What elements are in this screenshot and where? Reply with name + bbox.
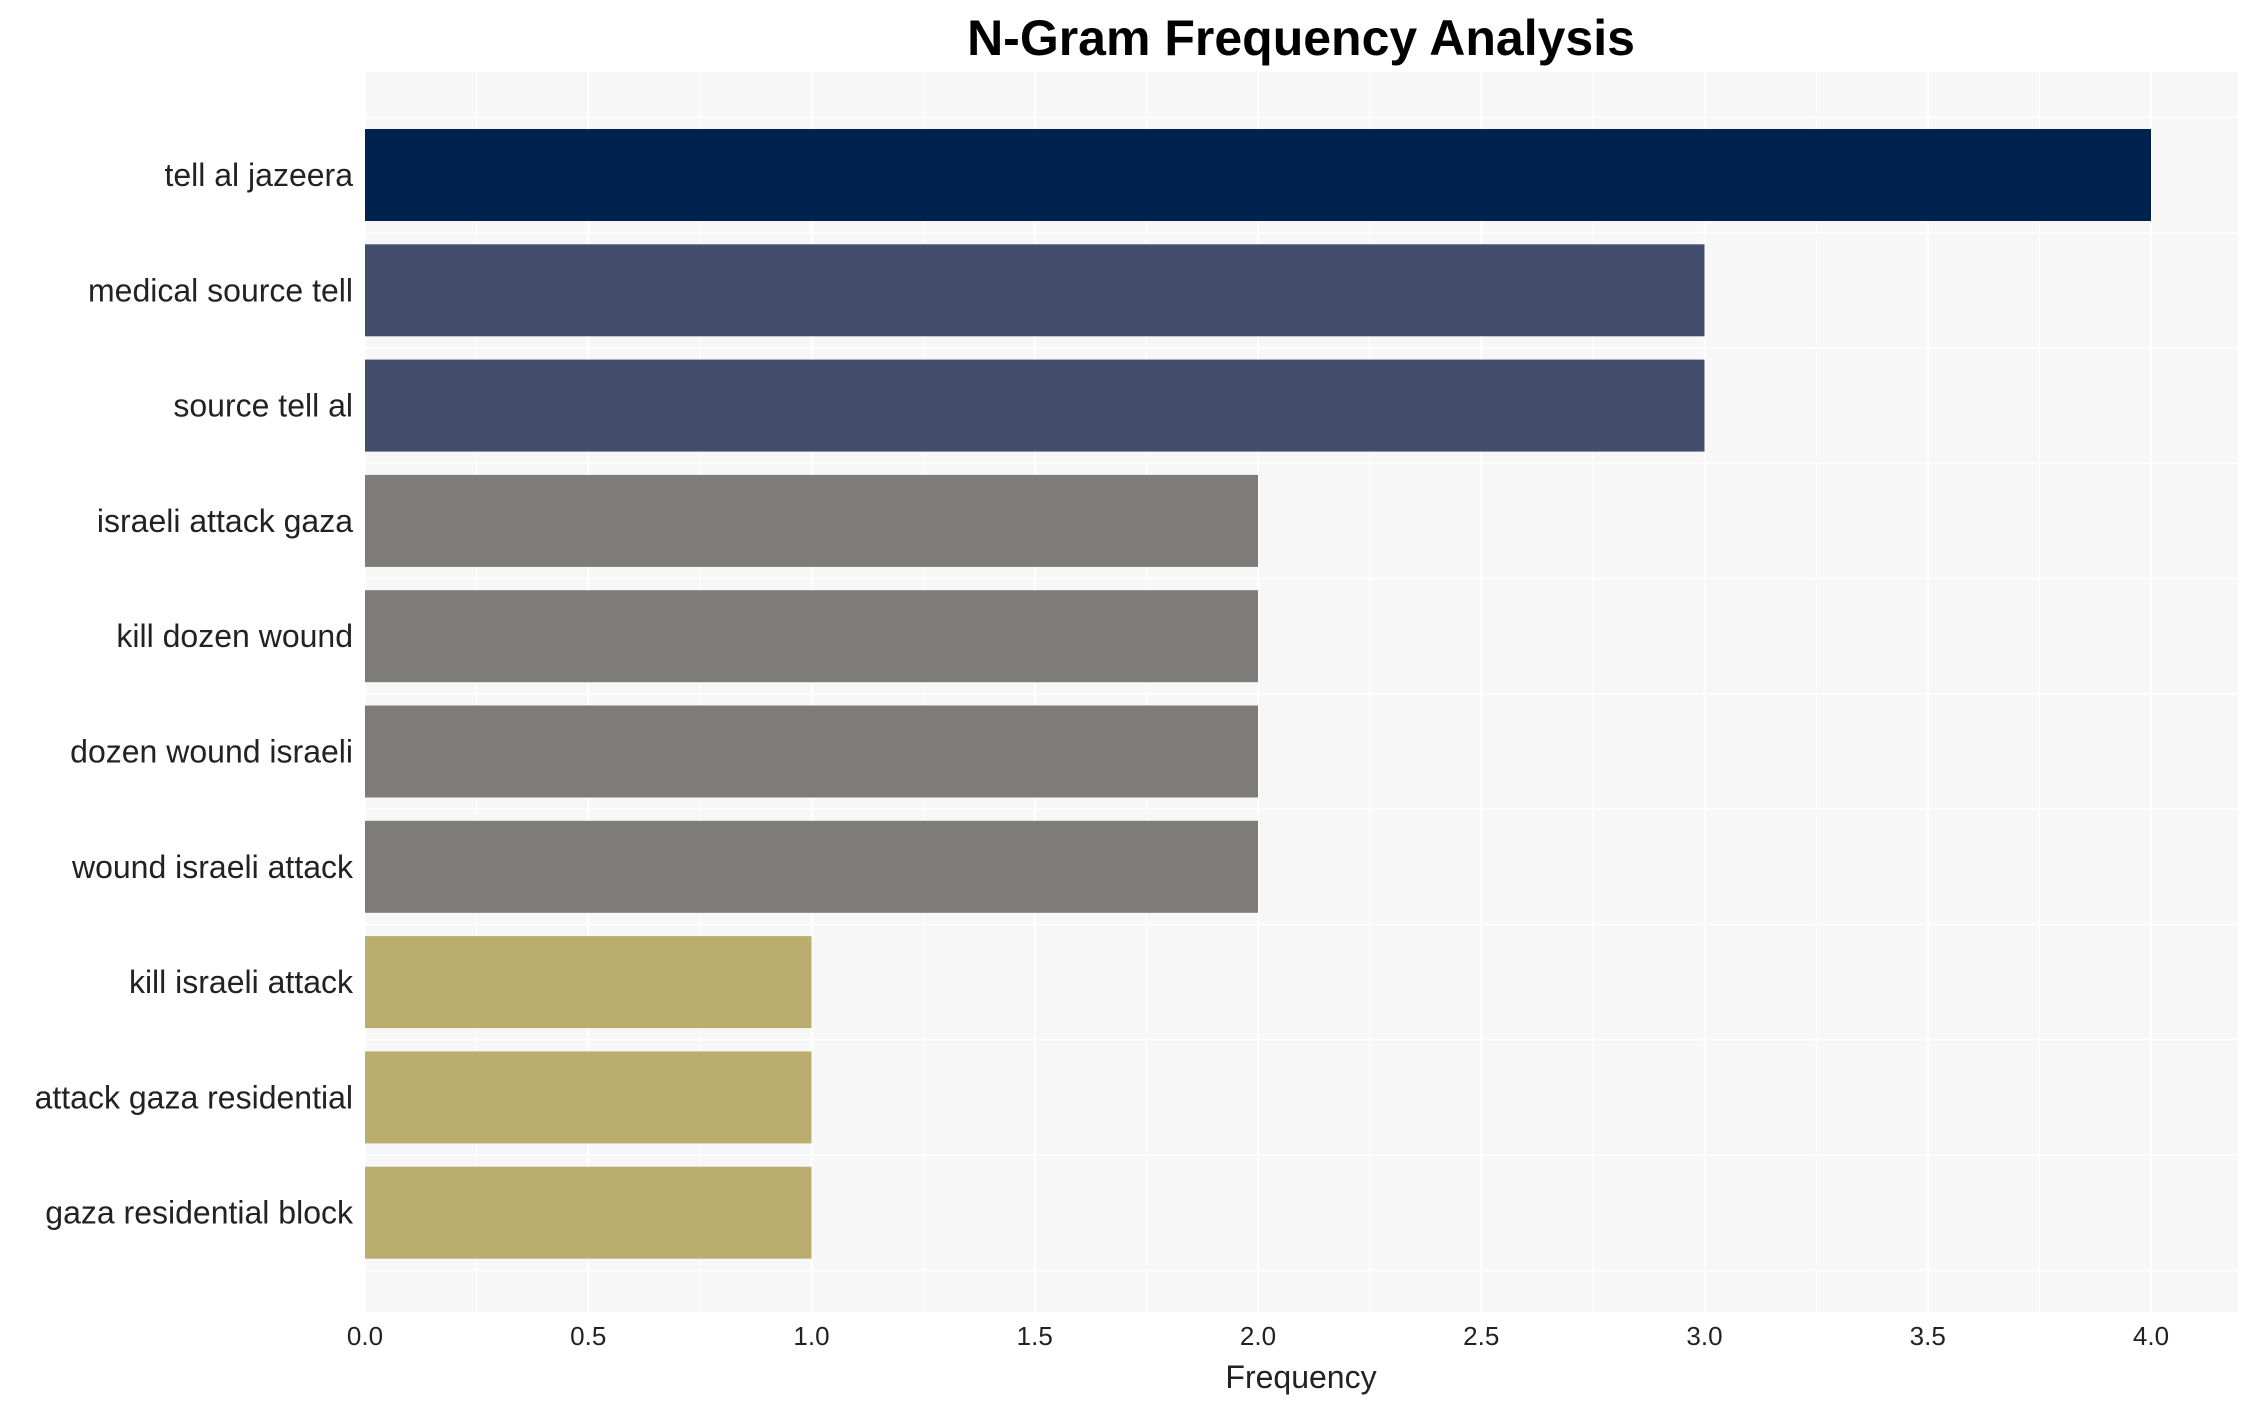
category-label: medical source tell [88,272,353,308]
bar [365,590,1258,683]
category-label: israeli attack gaza [97,503,353,539]
category-label: source tell al [173,388,353,424]
bar [365,936,812,1029]
bar [365,359,1705,452]
chart-title: N-Gram Frequency Analysis [967,10,1635,66]
x-tick-label: 1.0 [793,1321,829,1351]
x-tick-label: 1.5 [1017,1321,1053,1351]
x-axis-label: Frequency [1225,1359,1376,1395]
category-label: wound israeli attack [71,849,354,885]
bar [365,129,2151,221]
x-tick-label: 4.0 [2133,1321,2169,1351]
x-tick-label: 2.0 [1240,1321,1276,1351]
x-tick-label: 0.0 [347,1321,383,1351]
x-tick-label: 3.5 [1910,1321,1946,1351]
category-label: dozen wound israeli [70,734,353,770]
category-label: kill dozen wound [116,618,353,654]
x-tick-label: 0.5 [570,1321,606,1351]
bar [365,820,1258,913]
bar [365,474,1258,567]
bar [365,705,1258,798]
bar [365,244,1705,337]
category-label: gaza residential block [45,1195,354,1231]
category-labels: tell al jazeera medical source tell source… [35,157,354,1231]
bar [365,1166,812,1259]
x-tick-label: 2.5 [1463,1321,1499,1351]
bar [365,1051,812,1144]
bars [365,129,2151,1259]
category-label: attack gaza residential [35,1079,353,1115]
x-tick-label: 3.0 [1686,1321,1722,1351]
category-label: tell al jazeera [164,157,353,193]
category-label: kill israeli attack [129,964,354,1000]
x-tick-labels: 0.0 0.5 1.0 1.5 2.0 2.5 3.0 3.5 4.0 [347,1321,2169,1351]
